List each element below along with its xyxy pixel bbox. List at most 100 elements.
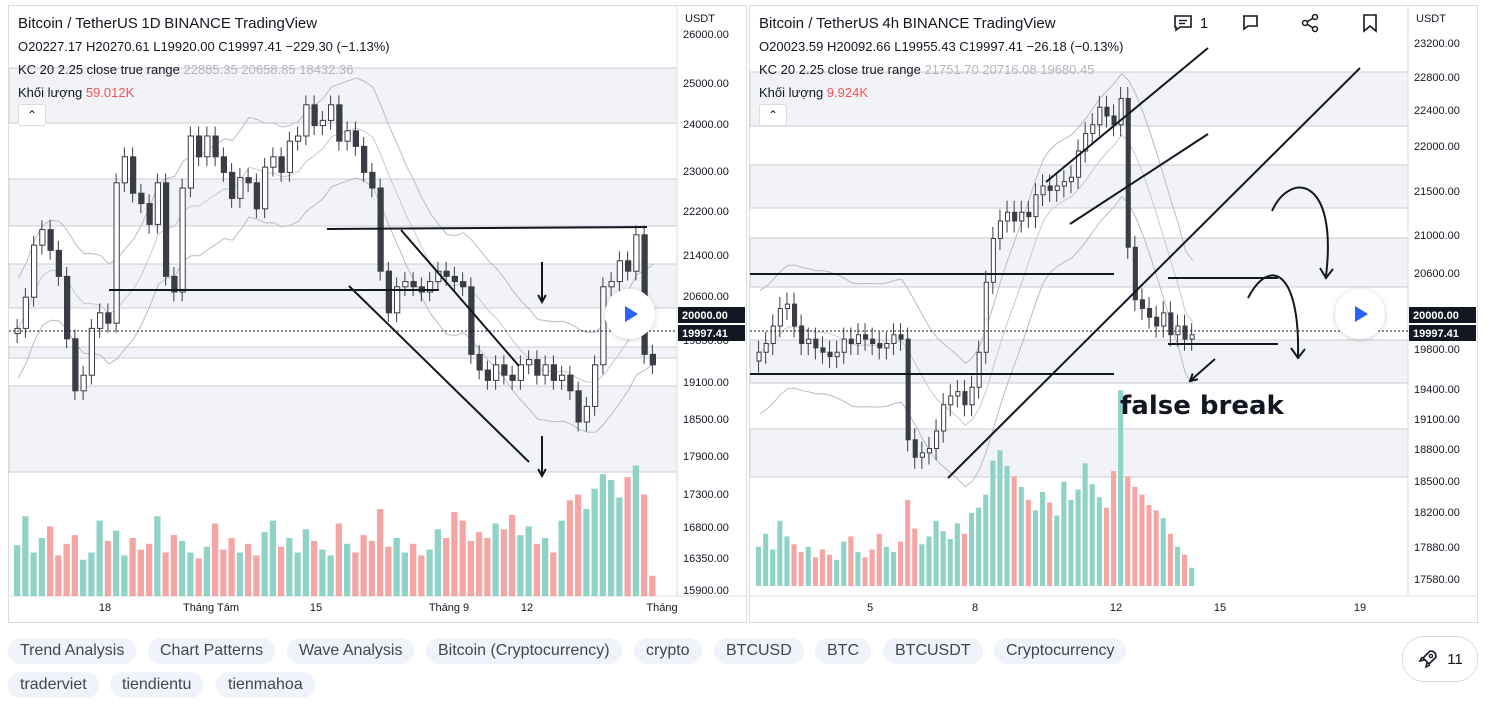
chart-panel-daily[interactable]: USDT 26000.00 25000.00 24000.00 23000.00 2220… (8, 5, 747, 623)
volume-bar (777, 520, 783, 586)
volume-bar (1011, 476, 1017, 586)
volume-label[interactable]: Khối lượng (759, 85, 824, 100)
volume-bar (876, 533, 882, 586)
tag-chip[interactable]: Chart Patterns (148, 638, 276, 664)
candle-body (88, 327, 95, 376)
volume-bar (976, 507, 982, 586)
volume-bar (1082, 463, 1088, 586)
tag-chip[interactable]: tiendientu (110, 672, 204, 698)
candle-body (278, 156, 285, 173)
price-tick-label: 21400.00 (683, 250, 729, 262)
indicator-value-upper: 21751.70 (924, 62, 979, 77)
tag-chip[interactable]: BTCUSD (714, 638, 804, 664)
volume-bar (286, 538, 293, 596)
price-tick-label: 19100.00 (683, 377, 729, 389)
candle-body (344, 130, 351, 142)
indicator-name[interactable]: KC 20 2.25 close true range (759, 62, 921, 77)
projection-arrow-head (1319, 267, 1334, 280)
comment-button[interactable]: 1 (1168, 0, 1212, 46)
volume-bar (418, 555, 425, 596)
price-tick-label: 16800.00 (683, 522, 729, 534)
candle-body (834, 351, 840, 358)
candle-body (146, 203, 153, 225)
price-tick-label: 20600.00 (683, 291, 729, 303)
time-tick-label: 15 (1214, 602, 1226, 614)
candle-body (799, 325, 805, 344)
candle-body (1189, 334, 1195, 340)
candle-body (443, 270, 450, 277)
candle-body (1047, 185, 1053, 191)
play-icon[interactable] (605, 289, 655, 339)
time-tick-label: Tháng 9 (429, 602, 469, 614)
candle-body (941, 404, 947, 432)
candle-body (1083, 133, 1089, 152)
volume-bar (912, 528, 918, 586)
tag-chip[interactable]: Wave Analysis (287, 638, 415, 664)
volume-bar (278, 546, 285, 596)
volume-bar (997, 450, 1003, 586)
candle-body (319, 119, 326, 127)
chart-canvas-daily[interactable]: USDT 26000.00 25000.00 24000.00 23000.00 2220… (9, 6, 746, 622)
volume-bar (385, 546, 392, 596)
volume-bar (542, 538, 549, 596)
candle-body (237, 177, 244, 199)
symbol-title[interactable]: Bitcoin / TetherUS (18, 15, 138, 32)
chevron-up-icon[interactable]: ⌃ (18, 104, 46, 126)
price-badge-last (1409, 325, 1476, 341)
volume-bar (591, 488, 598, 596)
flag-button[interactable] (1236, 0, 1264, 46)
candle-body (39, 229, 46, 246)
volume-bar (770, 549, 776, 586)
volume-bar (459, 520, 466, 596)
volume-bar (509, 514, 516, 596)
tag-chip[interactable]: Trend Analysis (8, 638, 137, 664)
tag-chip[interactable]: tienmahoa (216, 672, 315, 698)
price-tick-label: 18500.00 (683, 414, 729, 426)
price-tick-label: 18800.00 (1414, 444, 1460, 456)
volume-bar (1139, 494, 1145, 586)
play-icon[interactable] (1335, 289, 1385, 339)
bookmark-button[interactable] (1356, 0, 1384, 46)
symbol-title[interactable]: Bitcoin / TetherUS (759, 15, 879, 32)
indicator-name[interactable]: KC 20 2.25 close true range (18, 62, 180, 77)
volume-bar (599, 474, 606, 596)
keltner-lower-line (17, 177, 654, 433)
tag-chip[interactable]: traderviet (8, 672, 99, 698)
candle-body (625, 260, 632, 272)
boost-button[interactable]: 11 (1402, 636, 1478, 682)
share-button[interactable] (1296, 0, 1324, 46)
volume-bar (137, 549, 144, 596)
tag-chip[interactable]: crypto (634, 638, 702, 664)
volume-bar (1153, 510, 1159, 586)
volume-bar (335, 523, 342, 596)
volume-bar (1174, 546, 1180, 586)
tag-chip[interactable]: Bitcoin (Cryptocurrency) (426, 638, 622, 664)
candle-body (212, 135, 219, 158)
volume-bar (969, 512, 975, 586)
tag-chip[interactable]: Cryptocurrency (994, 638, 1127, 664)
volume-bar (377, 509, 384, 596)
price-tick-label: 19100.00 (1414, 414, 1460, 426)
chart-panel-4h[interactable]: USDT 23200.00 22800.00 22400.00 22000.00 2150… (749, 5, 1478, 623)
indicator-value-mid: 20658.85 (241, 62, 296, 77)
tag-chip[interactable]: BTCUSDT (883, 638, 983, 664)
volume-label[interactable]: Khối lượng (18, 85, 83, 100)
symbol-interval[interactable]: 1D (141, 15, 161, 32)
candle-body (509, 374, 516, 381)
volume-bar (641, 494, 648, 596)
volume-bar (162, 552, 169, 596)
chevron-up-icon[interactable]: ⌃ (759, 104, 787, 126)
volume-bar (360, 535, 367, 596)
volume-bar (961, 533, 967, 586)
chart-canvas-4h[interactable]: USDT 23200.00 22800.00 22400.00 22000.00 2150… (750, 6, 1477, 622)
candle-body (80, 374, 87, 392)
price-badge-round-label: 20000.00 (1413, 310, 1459, 322)
volume-value: 59.012K (85, 85, 135, 100)
tag-chip[interactable]: BTC (815, 638, 871, 664)
price-axis-unit: USDT (1416, 13, 1446, 25)
candle-body (113, 182, 120, 324)
candle-body (410, 281, 417, 288)
symbol-interval[interactable]: 4h (882, 15, 900, 32)
candle-body (468, 286, 475, 355)
price-tick-label: 25000.00 (683, 78, 729, 90)
